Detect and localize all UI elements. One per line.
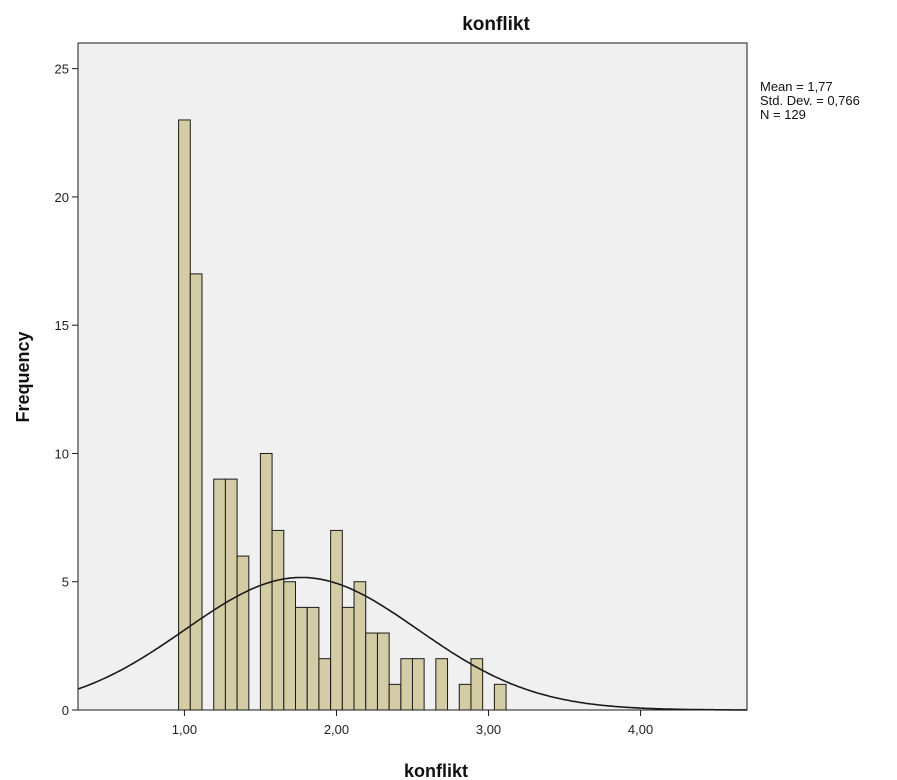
histogram-bar bbox=[236, 555, 250, 711]
histogram-bar bbox=[295, 606, 308, 711]
histogram-bar bbox=[283, 581, 296, 711]
histogram-bar bbox=[365, 632, 378, 711]
x-tick-label: 3,00 bbox=[476, 722, 501, 737]
y-tick-label: 20 bbox=[55, 190, 69, 205]
chart-title: konflikt bbox=[462, 14, 530, 35]
histogram-bar bbox=[435, 658, 449, 711]
histogram-bar bbox=[376, 632, 390, 711]
stat-line: Mean = 1,77 bbox=[760, 79, 833, 94]
histogram-bar bbox=[178, 119, 191, 711]
histogram-bar bbox=[189, 273, 203, 711]
y-tick-label: 15 bbox=[55, 318, 69, 333]
normal-curve bbox=[77, 576, 747, 711]
y-tick-label: 25 bbox=[55, 62, 69, 77]
x-axis: 1,00 2,00 3,00 4,00 bbox=[172, 710, 653, 737]
histogram-bar bbox=[271, 529, 285, 711]
x-axis-title: konflikt bbox=[404, 761, 468, 780]
histogram-bar bbox=[388, 683, 402, 711]
histogram-bar bbox=[330, 529, 343, 711]
bars-group bbox=[178, 119, 507, 711]
y-axis: 0 5 10 15 20 25 bbox=[55, 62, 78, 718]
y-tick-label: 10 bbox=[55, 446, 69, 461]
histogram-bar bbox=[306, 606, 320, 711]
x-tick-label: 1,00 bbox=[172, 722, 197, 737]
x-tick-label: 2,00 bbox=[324, 722, 349, 737]
histogram-bar bbox=[353, 581, 367, 711]
y-axis-title: Frequency bbox=[13, 331, 33, 422]
histogram-bar bbox=[411, 658, 425, 711]
y-tick-label: 0 bbox=[62, 703, 69, 718]
y-tick-label: 5 bbox=[62, 575, 69, 590]
histogram-bar bbox=[318, 658, 332, 711]
stat-line: N = 129 bbox=[760, 107, 806, 122]
stat-line: Std. Dev. = 0,766 bbox=[760, 93, 860, 108]
histogram-bar bbox=[493, 683, 507, 711]
histogram-bar bbox=[341, 606, 355, 711]
histogram-bar bbox=[224, 478, 238, 711]
x-tick-label: 4,00 bbox=[628, 722, 653, 737]
histogram-bar bbox=[470, 658, 484, 711]
histogram-bar bbox=[400, 658, 414, 711]
histogram-bar bbox=[213, 478, 226, 711]
histogram-bar bbox=[458, 683, 472, 711]
